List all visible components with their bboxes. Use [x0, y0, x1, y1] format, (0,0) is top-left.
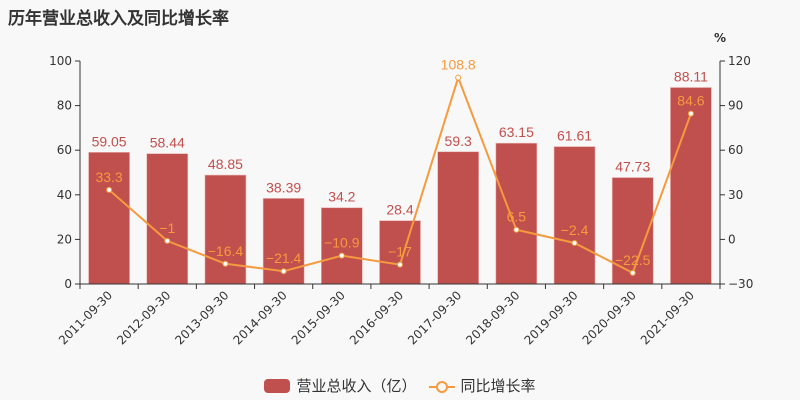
growth-value-label: 6.5	[507, 209, 527, 225]
growth-point[interactable]	[280, 268, 287, 275]
y-right-tick-label: 30	[728, 188, 743, 202]
legend-label-growth: 同比增长率	[460, 377, 536, 395]
y-tick-label: 40	[57, 188, 72, 202]
y-tick-label: 0	[64, 277, 72, 291]
growth-value-label: −21.4	[266, 250, 302, 266]
legend: 营业总收入（亿） 同比增长率	[0, 375, 800, 396]
bar[interactable]	[553, 146, 596, 285]
legend-label-revenue: 营业总收入（亿）	[296, 377, 417, 395]
bar-value-label: 59.3	[445, 133, 472, 149]
y-tick-label: 20	[57, 232, 72, 246]
growth-value-label: −17	[388, 244, 412, 260]
growth-point[interactable]	[164, 237, 171, 244]
growth-point[interactable]	[222, 260, 229, 267]
chart-title: 历年营业总收入及同比增长率	[8, 9, 229, 29]
bar[interactable]	[204, 174, 247, 285]
bar[interactable]	[495, 142, 538, 285]
x-tick-label: 2011-09-30	[56, 288, 115, 347]
bar-value-label: 34.2	[328, 189, 355, 205]
x-tick-label: 2015-09-30	[289, 288, 348, 347]
growth-value-label: 33.3	[95, 169, 122, 185]
right-axis-unit: %	[714, 31, 726, 45]
line-marker-icon	[428, 379, 455, 393]
x-tick-label: 2016-09-30	[347, 288, 406, 347]
y-right-tick-label: 120	[728, 54, 751, 68]
bar[interactable]	[670, 87, 712, 285]
x-tick-label: 2017-09-30	[405, 288, 464, 347]
y-right-tick-label: −30	[728, 277, 753, 291]
bar-value-label: 28.4	[386, 202, 413, 218]
growth-value-label: −10.9	[324, 235, 360, 251]
legend-item-revenue[interactable]: 营业总收入（亿）	[264, 375, 417, 396]
y-tick-label: 60	[57, 143, 72, 157]
growth-value-label: 108.8	[441, 57, 476, 73]
growth-point[interactable]	[629, 269, 636, 276]
x-tick-label: 2020-09-30	[580, 288, 639, 347]
x-tick-label: 2014-09-30	[231, 288, 290, 347]
y-tick-label: 100	[49, 54, 72, 68]
x-tick-label: 2021-09-30	[638, 288, 697, 347]
growth-point[interactable]	[687, 110, 694, 117]
y-right-tick-label: 90	[728, 99, 743, 113]
growth-point[interactable]	[106, 186, 113, 193]
bar[interactable]	[379, 220, 421, 285]
growth-value-label: −22.5	[615, 252, 651, 268]
growth-point[interactable]	[397, 261, 403, 268]
growth-value-label: −1	[159, 220, 175, 236]
growth-point[interactable]	[455, 74, 462, 81]
bar[interactable]	[146, 153, 189, 285]
bar-value-label: 63.15	[499, 124, 534, 140]
growth-value-label: 84.6	[677, 93, 704, 109]
legend-item-growth[interactable]: 同比增长率	[428, 375, 536, 396]
bar-value-label: 47.73	[615, 159, 650, 175]
y-tick-label: 80	[57, 99, 72, 113]
bar[interactable]	[437, 151, 479, 285]
growth-value-label: −16.4	[208, 243, 244, 259]
growth-point[interactable]	[338, 252, 345, 259]
x-tick-label: 2012-09-30	[114, 288, 173, 347]
growth-value-label: −2.4	[561, 222, 589, 238]
y-right-tick-label: 60	[728, 143, 743, 157]
bar-value-label: 38.39	[266, 179, 301, 195]
x-tick-label: 2019-09-30	[521, 288, 580, 347]
bar-value-label: 48.85	[208, 156, 243, 172]
bar[interactable]	[321, 207, 363, 285]
bar-value-label: 88.11	[674, 69, 708, 85]
bar-swatch-icon	[264, 378, 291, 393]
growth-point[interactable]	[571, 239, 578, 246]
x-tick-label: 2013-09-30	[172, 288, 231, 347]
bar[interactable]	[88, 152, 130, 285]
bar-value-label: 61.61	[557, 128, 592, 144]
bar-value-label: 58.44	[150, 135, 185, 151]
x-tick-label: 2018-09-30	[463, 288, 522, 347]
bar-value-label: 59.05	[92, 133, 127, 149]
y-right-tick-label: 0	[728, 232, 736, 246]
growth-point[interactable]	[513, 226, 520, 233]
